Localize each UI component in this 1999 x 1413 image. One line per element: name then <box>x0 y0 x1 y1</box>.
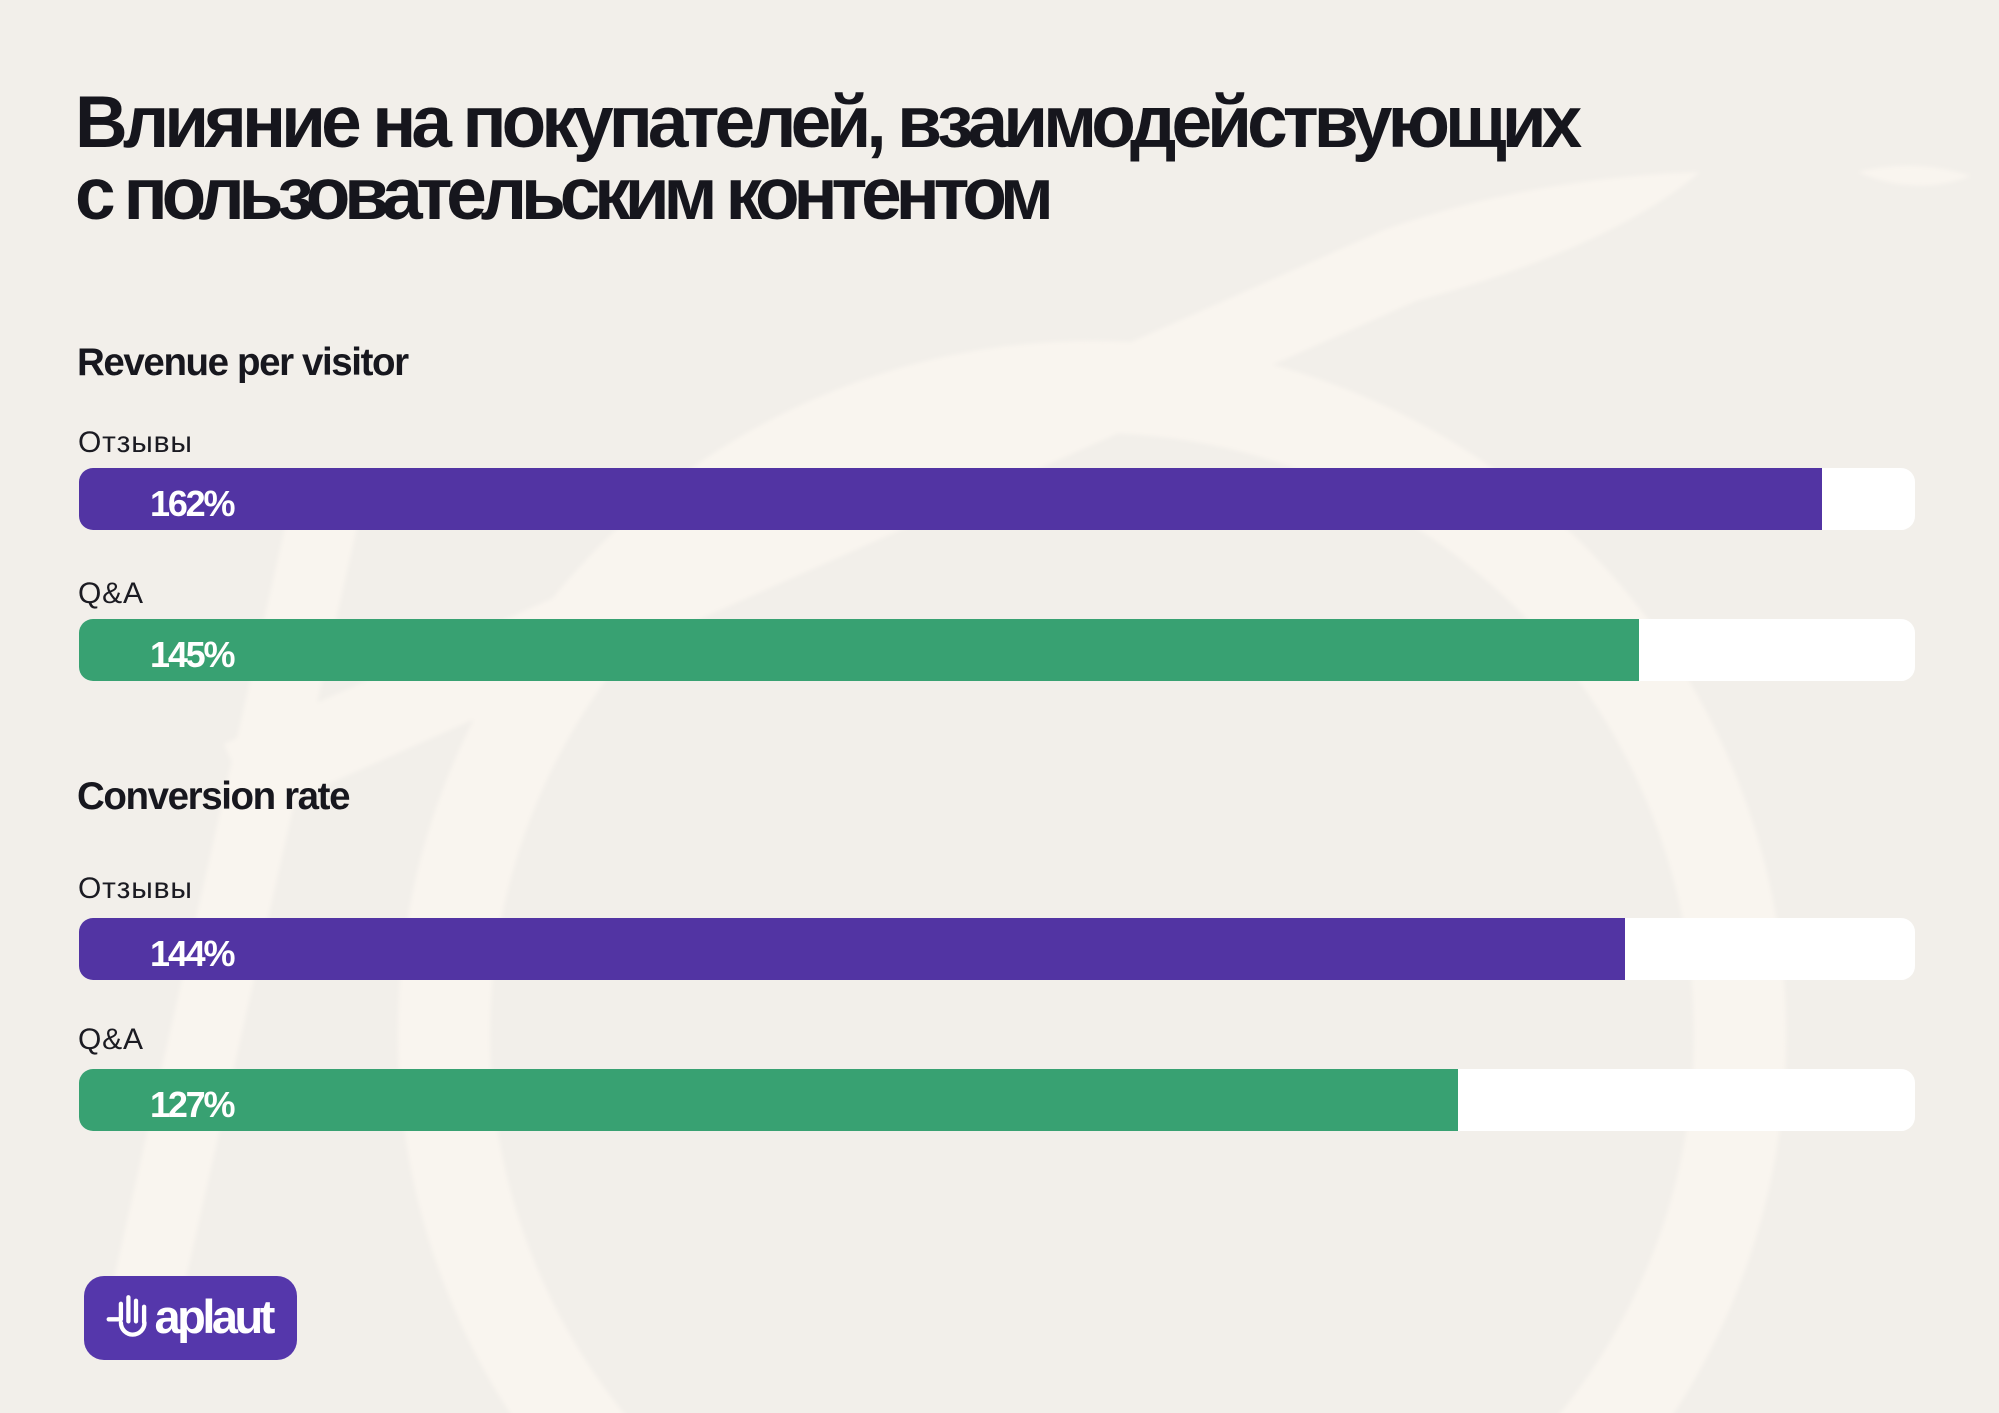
svg-text:aplaut: aplaut <box>155 1290 276 1343</box>
